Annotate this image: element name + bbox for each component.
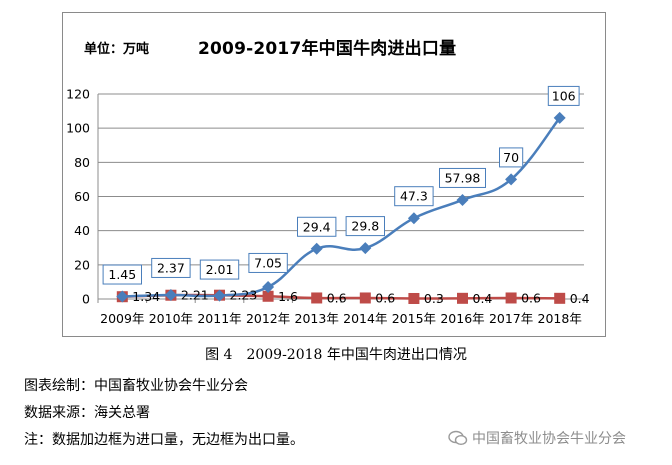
- export-marker: [311, 292, 323, 304]
- y-tick-label: 0: [82, 292, 90, 307]
- import-data-label: 29.8: [351, 219, 379, 234]
- import-marker: [164, 288, 177, 301]
- import-marker: [262, 280, 275, 293]
- export-marker: [359, 292, 371, 304]
- y-tick-label: 120: [66, 87, 90, 102]
- y-tick-label: 100: [66, 121, 90, 136]
- y-tick-label: 60: [74, 189, 90, 204]
- note-data-source: 数据来源：海关总署: [24, 405, 150, 421]
- x-tick-label: 2011年: [197, 311, 241, 326]
- import-label-box: [102, 264, 142, 285]
- import-data-label: 29.4: [303, 219, 331, 234]
- unit-label: 单位：万吨: [84, 42, 150, 57]
- note-remark: 注：数据加边框为进口量，无边框为出口量。: [24, 432, 304, 448]
- series-line-import: [122, 117, 561, 298]
- import-marker: [553, 111, 566, 124]
- export-marker: [408, 292, 420, 304]
- note-chart-drawer: 图表绘制：中国畜牧业协会牛业分会: [24, 378, 248, 394]
- export-data-label: 0.3: [424, 291, 444, 306]
- export-data-label: 1.34: [132, 289, 160, 304]
- x-tick-label: 2014年: [343, 311, 387, 326]
- export-data-label: 1.6: [278, 289, 298, 304]
- export-marker: [262, 290, 274, 302]
- chart-plot: 0 20 40 60 80 100 120 2009年 2010年 2011年 2012年 2013年…: [66, 85, 590, 326]
- import-data-label: 106: [552, 88, 576, 103]
- import-marker: [407, 212, 420, 225]
- x-tick-label: 2018年: [538, 311, 582, 326]
- import-marker: [213, 289, 226, 302]
- import-label-box: [199, 259, 240, 280]
- export-data-label: 0.6: [375, 290, 395, 305]
- x-tick-label: 2009年: [100, 311, 144, 326]
- export-data-label: 0.4: [473, 291, 493, 306]
- export-data-label: 2.23: [230, 288, 258, 303]
- import-marker: [505, 173, 518, 186]
- import-label-box: [297, 216, 337, 237]
- import-label-box: [248, 252, 288, 273]
- import-marker: [116, 290, 129, 303]
- import-label-box: [151, 257, 191, 278]
- x-tick-label: 2016年: [440, 311, 484, 326]
- export-data-label: 0.6: [521, 290, 541, 305]
- export-data-label: 0.6: [327, 290, 347, 305]
- watermark-text: 中国畜牧业协会牛业分会: [472, 431, 626, 447]
- export-marker: [554, 292, 566, 304]
- import-data-label: 70: [503, 150, 519, 165]
- import-data-label: 2.37: [157, 260, 185, 275]
- export-data-label: 2.21: [181, 288, 209, 303]
- chart-title: 2009-2017年中国牛肉进出口量: [198, 39, 457, 59]
- import-label-box: [394, 186, 434, 207]
- x-tick-label: 2012年: [246, 311, 290, 326]
- x-tick-label: 2013年: [295, 311, 339, 326]
- watermark: 中国畜牧业协会牛业分会: [448, 428, 626, 448]
- import-data-label: 57.98: [445, 170, 481, 185]
- import-data-label: 1.45: [108, 267, 136, 282]
- import-label-box: [345, 216, 386, 237]
- import-marker: [310, 242, 323, 255]
- y-tick-label: 20: [74, 257, 90, 272]
- x-tick-label: 2010年: [149, 311, 193, 326]
- import-label-box: [547, 85, 580, 106]
- export-marker: [505, 292, 517, 304]
- figure-caption: 图 4 2009-2018 年中国牛肉进出口情况: [205, 347, 467, 363]
- import-marker: [359, 242, 372, 255]
- y-tick-label: 80: [74, 155, 90, 170]
- y-tick-label: 40: [74, 223, 90, 238]
- export-marker: [457, 292, 468, 304]
- import-data-label: 2.01: [206, 262, 234, 277]
- wechat-icon: [448, 430, 468, 446]
- import-data-label: 47.3: [400, 189, 428, 204]
- x-tick-label: 2017年: [489, 311, 533, 326]
- import-marker: [456, 193, 469, 206]
- export-data-label: 0.4: [570, 291, 590, 306]
- import-label-box: [439, 167, 486, 188]
- x-tick-label: 2015年: [392, 311, 436, 326]
- import-label-box: [499, 147, 524, 168]
- import-data-label: 7.05: [254, 255, 282, 270]
